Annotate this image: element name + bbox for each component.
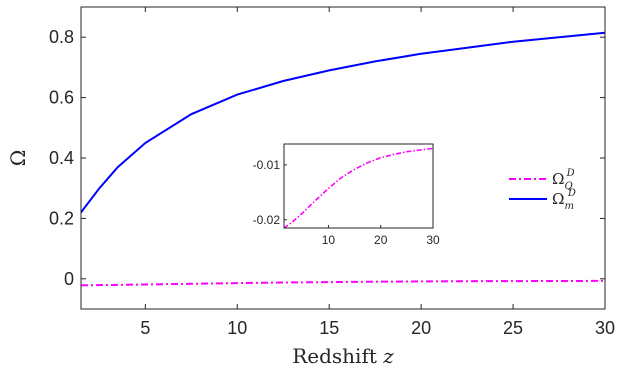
inset-x-tick-label: 20: [374, 233, 388, 247]
main-ticks: 5 10 15 20 25 30 0 0.2 0.4 0.6 0.8: [49, 7, 615, 338]
x-tick-label: 30: [595, 318, 615, 338]
inset-x-tick-label: 30: [426, 233, 440, 247]
series-line-Q: [80, 279, 606, 287]
y-tick-label: 0.8: [49, 27, 74, 47]
x-axis-label: Redshift z: [292, 344, 394, 368]
inset-background: [284, 144, 433, 228]
x-tick-label: 25: [503, 318, 523, 338]
inset-y-tick-label: -0.01: [253, 158, 281, 172]
inset-series-line: [283, 147, 434, 229]
inset-plot-frame: [283, 143, 434, 229]
y-axis-label: Ω: [6, 150, 30, 167]
series-line-m: [80, 31, 606, 214]
y-tick-label: 0: [64, 269, 74, 289]
y-tick-label: 0.6: [49, 88, 74, 108]
x-tick-label: 10: [227, 318, 247, 338]
y-tick-label: 0.4: [49, 148, 74, 168]
y-tick-label: 0.2: [49, 208, 74, 228]
main-series: [80, 31, 606, 287]
x-tick-label: 20: [411, 318, 431, 338]
legend-label-m: ΩmD: [552, 188, 576, 212]
x-tick-label: 5: [140, 318, 150, 338]
main-plot-frame: [80, 6, 606, 310]
inset-series: [283, 147, 434, 229]
x-tick-label: 15: [319, 318, 339, 338]
legend-label-Q: ΩQD: [552, 168, 575, 192]
inset-ticks: 10 20 30 -0.01 -0.02: [253, 158, 440, 247]
inset-x-tick-label: 10: [322, 233, 336, 247]
inset-y-tick-label: -0.02: [253, 213, 281, 227]
